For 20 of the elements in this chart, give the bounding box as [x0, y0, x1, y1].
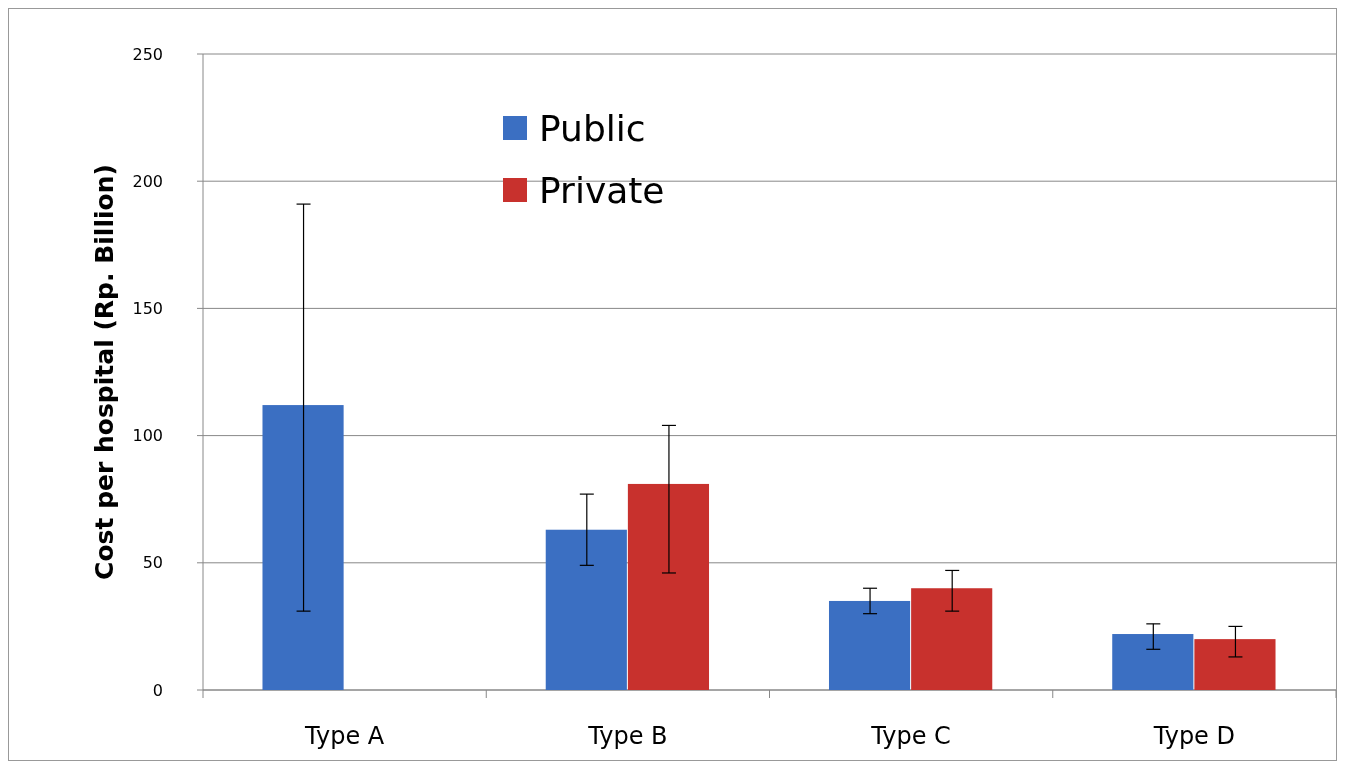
y-tick-label: 200	[132, 171, 163, 191]
bar	[262, 405, 344, 690]
x-tick-label: Type C	[870, 722, 951, 750]
bar	[1194, 639, 1276, 690]
legend-label: Private	[539, 169, 665, 211]
bar	[911, 588, 993, 690]
bar	[1112, 634, 1194, 690]
bar	[627, 483, 710, 690]
x-tick-label: Type B	[587, 722, 668, 750]
y-tick-label: 250	[132, 44, 163, 64]
y-tick-label: 150	[132, 299, 163, 318]
bar	[545, 529, 627, 690]
x-tick-label: Type A	[304, 722, 385, 750]
y-axis-title: Cost per hospital (Rp. Billion)	[90, 164, 119, 580]
bar	[828, 600, 911, 690]
x-tick-label: Type D	[1152, 722, 1235, 750]
legend-label: Public	[539, 107, 646, 149]
y-tick-label: 0	[152, 680, 163, 700]
y-tick-label: 100	[132, 426, 163, 446]
y-tick-label: 50	[142, 553, 163, 573]
